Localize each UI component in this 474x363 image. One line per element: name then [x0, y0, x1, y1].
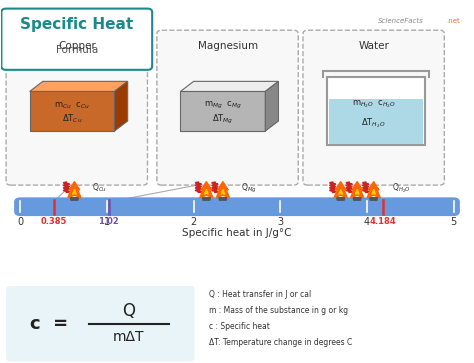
Polygon shape: [265, 81, 278, 131]
Polygon shape: [115, 81, 128, 131]
Text: Magnesium: Magnesium: [198, 41, 258, 52]
FancyBboxPatch shape: [303, 30, 444, 185]
FancyBboxPatch shape: [157, 30, 298, 185]
FancyBboxPatch shape: [327, 77, 426, 146]
FancyBboxPatch shape: [329, 99, 423, 144]
Text: .net: .net: [447, 18, 460, 24]
Text: Specific heat in J/g°C: Specific heat in J/g°C: [182, 228, 292, 238]
Polygon shape: [216, 182, 229, 198]
FancyBboxPatch shape: [1, 9, 152, 70]
Polygon shape: [202, 198, 210, 200]
Polygon shape: [372, 189, 375, 194]
Text: 4.184: 4.184: [370, 217, 396, 226]
Polygon shape: [351, 182, 364, 198]
Polygon shape: [221, 189, 225, 194]
Polygon shape: [337, 198, 345, 200]
Polygon shape: [219, 198, 227, 200]
Text: Q$_{H_2O}$: Q$_{H_2O}$: [392, 181, 410, 195]
Text: 3: 3: [277, 217, 283, 227]
Text: $\Delta$T$_{Mg}$: $\Delta$T$_{Mg}$: [212, 113, 234, 126]
Text: m$_{H_2O}$  c$_{H_2O}$: m$_{H_2O}$ c$_{H_2O}$: [352, 99, 396, 110]
Text: Copper: Copper: [58, 41, 96, 52]
Text: ΔT: Temperature change in degrees C: ΔT: Temperature change in degrees C: [209, 338, 352, 347]
Polygon shape: [367, 182, 380, 198]
Text: c  =: c =: [30, 315, 68, 333]
Text: Q$_{Mg}$: Q$_{Mg}$: [241, 182, 256, 195]
Text: Q: Q: [122, 302, 135, 320]
Text: Specific Heat: Specific Heat: [20, 17, 133, 32]
Polygon shape: [370, 198, 378, 200]
FancyBboxPatch shape: [30, 91, 115, 131]
Text: 0: 0: [17, 217, 23, 227]
Text: Q$_{Cu}$: Q$_{Cu}$: [92, 182, 107, 194]
Text: ScienceFacts: ScienceFacts: [378, 18, 424, 24]
Text: m$_{Cu}$  c$_{Cu}$: m$_{Cu}$ c$_{Cu}$: [54, 100, 90, 111]
Text: mΔT: mΔT: [113, 330, 145, 344]
FancyBboxPatch shape: [6, 286, 195, 362]
Polygon shape: [205, 189, 208, 194]
Polygon shape: [339, 189, 343, 194]
Text: 4: 4: [364, 217, 370, 227]
Text: 2: 2: [191, 217, 197, 227]
Text: $\Delta$T$_{Cu}$: $\Delta$T$_{Cu}$: [62, 113, 82, 126]
Polygon shape: [71, 198, 78, 200]
Text: 0.385: 0.385: [40, 217, 67, 226]
FancyBboxPatch shape: [181, 91, 265, 131]
FancyBboxPatch shape: [6, 30, 147, 185]
Text: 1: 1: [104, 217, 110, 227]
Text: $\Delta$T$_{H_2O}$: $\Delta$T$_{H_2O}$: [361, 117, 386, 130]
Polygon shape: [73, 189, 76, 194]
Polygon shape: [200, 182, 213, 198]
Text: Water: Water: [358, 41, 389, 52]
Text: Q : Heat transfer in J or cal: Q : Heat transfer in J or cal: [209, 290, 311, 299]
Text: m$_{Mg}$  c$_{Mg}$: m$_{Mg}$ c$_{Mg}$: [204, 100, 242, 111]
Polygon shape: [181, 81, 278, 91]
Polygon shape: [30, 81, 128, 91]
Polygon shape: [334, 182, 347, 198]
Text: 1.02: 1.02: [98, 217, 119, 226]
Text: c : Specific heat: c : Specific heat: [209, 322, 270, 331]
Text: Formula: Formula: [55, 45, 98, 55]
Polygon shape: [356, 189, 359, 194]
Polygon shape: [68, 182, 81, 198]
Text: 5: 5: [451, 217, 457, 227]
Polygon shape: [353, 198, 361, 200]
FancyBboxPatch shape: [14, 197, 460, 216]
Text: m : Mass of the substance in g or kg: m : Mass of the substance in g or kg: [209, 306, 348, 315]
